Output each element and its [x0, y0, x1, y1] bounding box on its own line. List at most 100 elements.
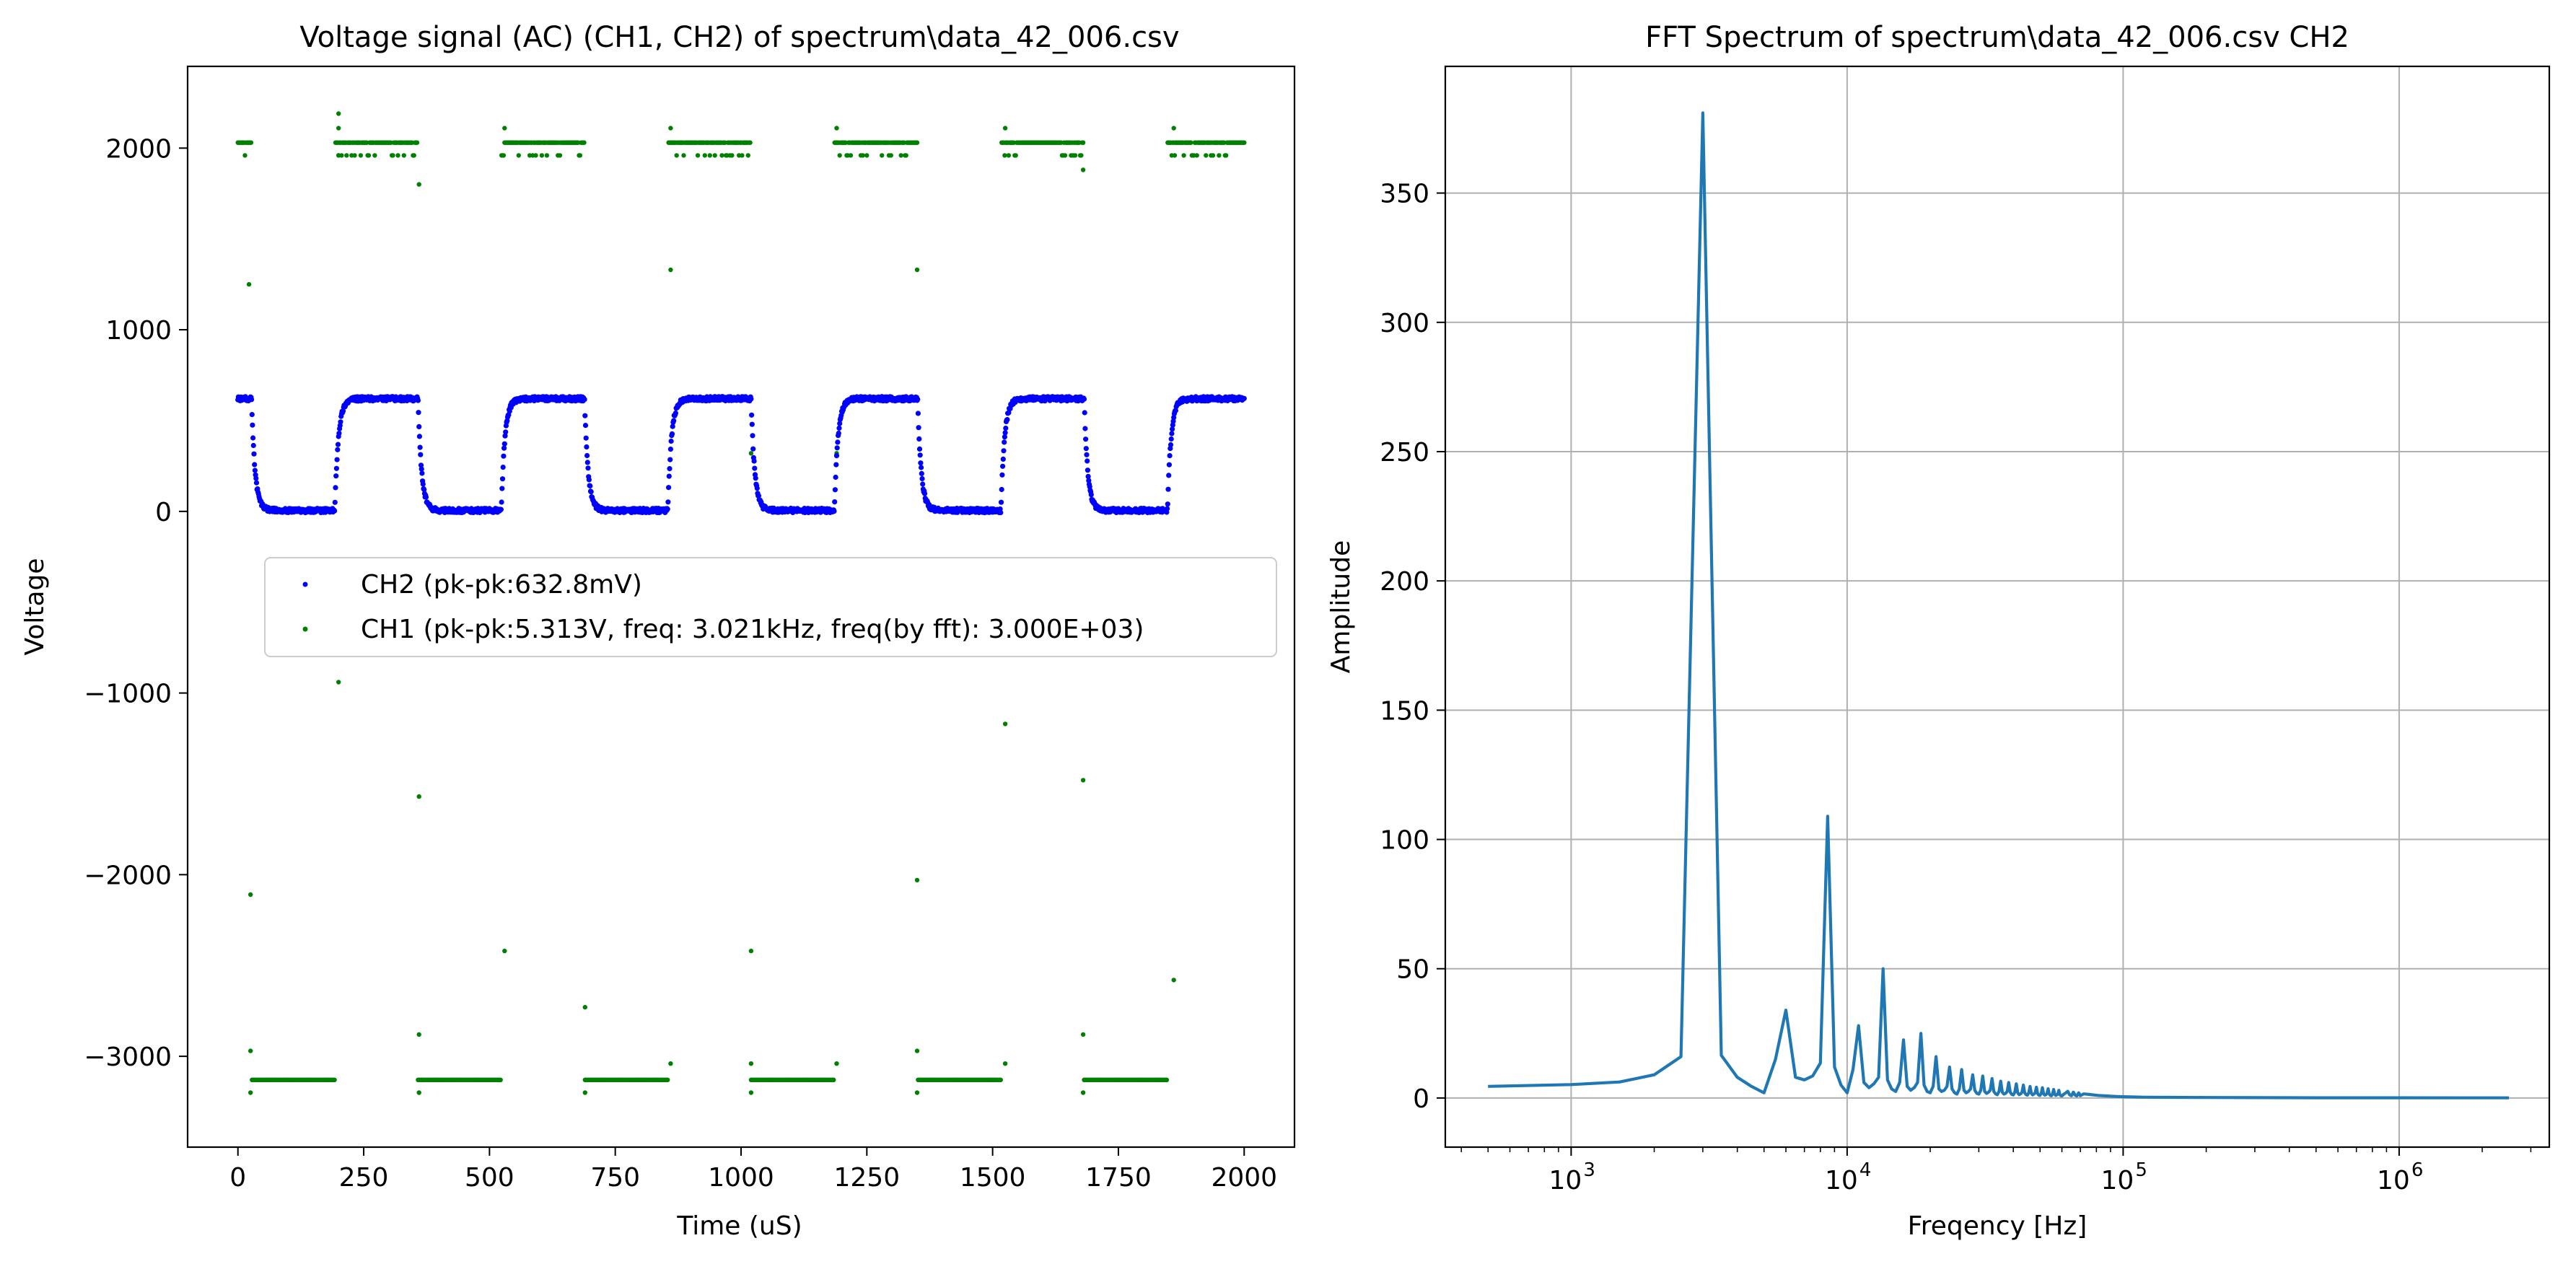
ch2-point	[1082, 426, 1088, 431]
ch1-point	[416, 794, 421, 799]
ch1-point	[848, 153, 854, 158]
ch1-point	[707, 153, 712, 158]
ch1-point	[248, 892, 253, 897]
ch2-point	[671, 418, 677, 423]
ch1-point	[502, 126, 507, 131]
ch2-point	[1085, 458, 1090, 464]
ch1-point	[344, 153, 349, 158]
ch1-point	[358, 153, 364, 158]
ch1-point	[665, 1077, 670, 1083]
x-tick-label: 1250	[834, 1163, 901, 1193]
ch2-point	[250, 442, 256, 449]
ch1-point	[668, 1061, 673, 1066]
x-tick-exponent: 4	[1859, 1159, 1872, 1181]
ch1-point	[712, 153, 717, 158]
ch1-point	[246, 281, 252, 287]
y-tick-label: 300	[1380, 309, 1429, 338]
x-tick-exponent: 3	[1583, 1159, 1595, 1181]
fft-plot-data	[1488, 111, 2510, 1100]
ch2-point	[419, 466, 424, 472]
ch2-point	[249, 397, 255, 403]
legend-label-ch2: CH2 (pk-pk:632.8mV)	[361, 570, 642, 600]
ch2-point	[1002, 430, 1008, 436]
y-tick-label: 50	[1396, 955, 1429, 985]
ch2-point	[918, 460, 924, 466]
x-tick-label: 2000	[1211, 1163, 1277, 1193]
voltage-plot-ylabel: Voltage	[20, 558, 50, 655]
ch2-point	[919, 465, 924, 470]
ch1-point	[1188, 140, 1193, 145]
ch2-point	[335, 442, 341, 447]
x-tick-exponent: 5	[2135, 1159, 2147, 1181]
ch2-point	[335, 447, 341, 452]
ch1-point	[248, 1090, 253, 1095]
ch1-point	[730, 153, 735, 158]
ch1-point	[748, 1061, 754, 1066]
ch2-point	[252, 462, 258, 468]
ch2-point	[1166, 473, 1172, 478]
ch1-point	[898, 153, 903, 158]
ch2-point	[336, 431, 342, 436]
ch1-point	[411, 153, 416, 158]
ch1-point	[748, 948, 754, 954]
ch2-point	[250, 435, 256, 441]
y-tick-label: −2000	[84, 861, 172, 890]
ch2-point	[587, 483, 593, 489]
y-tick-label: 2000	[105, 134, 172, 164]
ch2-point	[500, 465, 506, 470]
ch1-point	[674, 153, 679, 158]
ch2-point	[835, 439, 841, 445]
ch2-point	[417, 444, 423, 450]
fft-plot-panel: FFT Spectrum of spectrum\data_42_006.csv…	[1326, 21, 2551, 1241]
ch1-point	[582, 1004, 587, 1010]
ch1-point	[888, 153, 894, 158]
ch1-point	[702, 153, 707, 158]
y-tick-label: 0	[155, 498, 172, 527]
x-tick-label: 10	[2100, 1166, 2134, 1195]
ch2-point	[750, 446, 756, 452]
ch1-point	[880, 153, 885, 158]
ch2-point	[1170, 426, 1175, 432]
ch2-point	[419, 470, 425, 476]
y-tick-label: 200	[1380, 567, 1429, 597]
ch1-point	[914, 1090, 920, 1095]
ch2-point	[749, 412, 755, 418]
ch1-point	[366, 153, 372, 158]
ch2-point	[582, 413, 588, 418]
ch1-point	[1072, 153, 1078, 158]
ch1-point	[577, 153, 583, 158]
ch1-point	[539, 153, 545, 158]
ch1-point	[1080, 167, 1086, 172]
fft-plot-frame	[1444, 65, 2551, 1149]
ch2-point	[501, 445, 507, 451]
ch2-point	[1083, 436, 1089, 442]
ch1-point	[332, 1077, 337, 1083]
ch2-point	[832, 487, 838, 493]
ch2-point	[423, 494, 429, 500]
x-tick-label: 750	[590, 1163, 640, 1193]
ch2-point	[836, 430, 841, 436]
ch2-point	[917, 452, 923, 458]
ch1-point	[516, 153, 521, 158]
ch1-point	[668, 267, 673, 273]
ch2-point	[1085, 473, 1091, 480]
ch2-point	[999, 486, 1004, 493]
ch1-point	[719, 153, 724, 158]
ch1-point	[390, 153, 395, 158]
ch2-point	[498, 506, 504, 512]
ch1-point	[498, 1077, 503, 1083]
ch2-point	[1081, 396, 1087, 402]
ch2-point	[1083, 446, 1089, 452]
ch1-point	[1002, 126, 1008, 131]
x-tick-label: 10	[1548, 1166, 1582, 1195]
ch2-point	[1082, 410, 1087, 416]
ch2-point	[253, 480, 260, 486]
ch1-point	[533, 153, 538, 158]
ch2-point	[416, 423, 422, 430]
ch1-point	[1002, 721, 1008, 727]
ch2-point	[1006, 410, 1012, 416]
ch2-point	[1165, 486, 1171, 492]
voltage-plot-xlabel: Time (uS)	[676, 1211, 802, 1241]
